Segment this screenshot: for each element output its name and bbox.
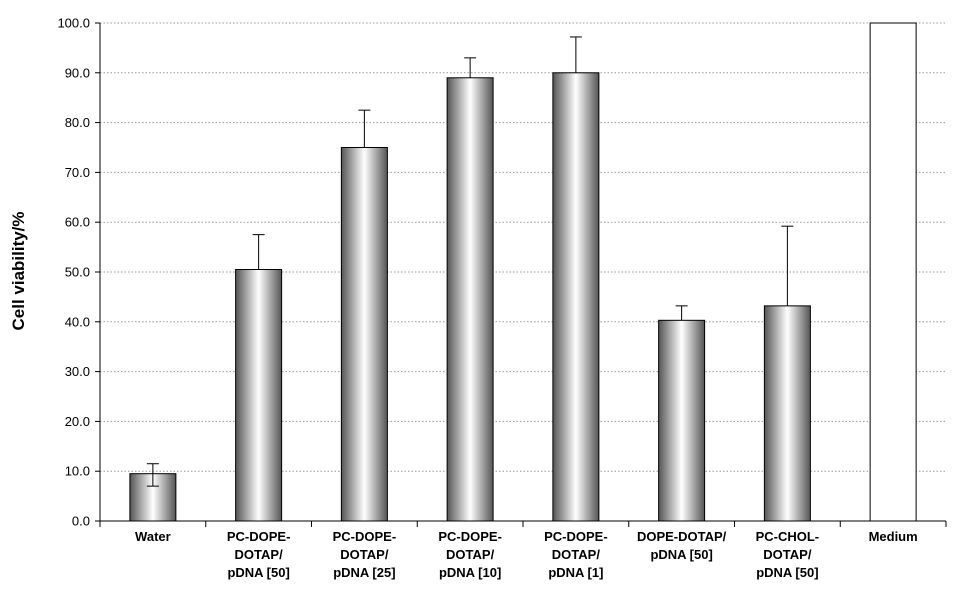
x-category-label: PC-DOPE-DOTAP/pDNA [10] [438,529,502,580]
y-tick-label: 90.0 [65,65,90,80]
x-category-label: Medium [869,529,918,544]
y-tick-label: 10.0 [65,464,90,479]
y-tick-label: 100.0 [57,16,90,31]
bar [658,319,706,522]
y-tick-label: 60.0 [65,215,90,230]
y-tick-label: 40.0 [65,314,90,329]
labels: 0.0 10.0 20.0 30.0 40.0 50.0 60.0 70.0 80.0 90.0 1… [57,16,917,581]
x-category-label: PC-DOPE-DOTAP/pDNA [1] [544,529,608,580]
bar [340,147,388,522]
bar [869,22,917,522]
y-axis-title: Cell viability/% [9,211,28,330]
x-category-label: DOPE-DOTAP/pDNA [50] [637,529,727,562]
bar [552,72,600,522]
bars [129,22,917,522]
x-category-label: Water [135,529,171,544]
x-category-label: PC-DOPE-DOTAP/pDNA [50] [227,529,291,580]
axes [95,22,947,527]
y-tick-label: 70.0 [65,165,90,180]
y-tick-label: 30.0 [65,364,90,379]
y-tick-label: 0.0 [72,514,90,529]
error-bars [146,36,794,487]
y-tick-label: 20.0 [65,414,90,429]
x-category-label: PC-CHOL-DOTAP/pDNA [50] [756,529,820,580]
x-category-label: PC-DOPE-DOTAP/pDNA [25] [333,529,397,580]
bar [235,269,283,522]
bar [763,305,811,522]
gridlines [100,22,946,472]
y-tick-label: 50.0 [65,265,90,280]
y-tick-label: 80.0 [65,115,90,130]
bar [446,77,494,522]
